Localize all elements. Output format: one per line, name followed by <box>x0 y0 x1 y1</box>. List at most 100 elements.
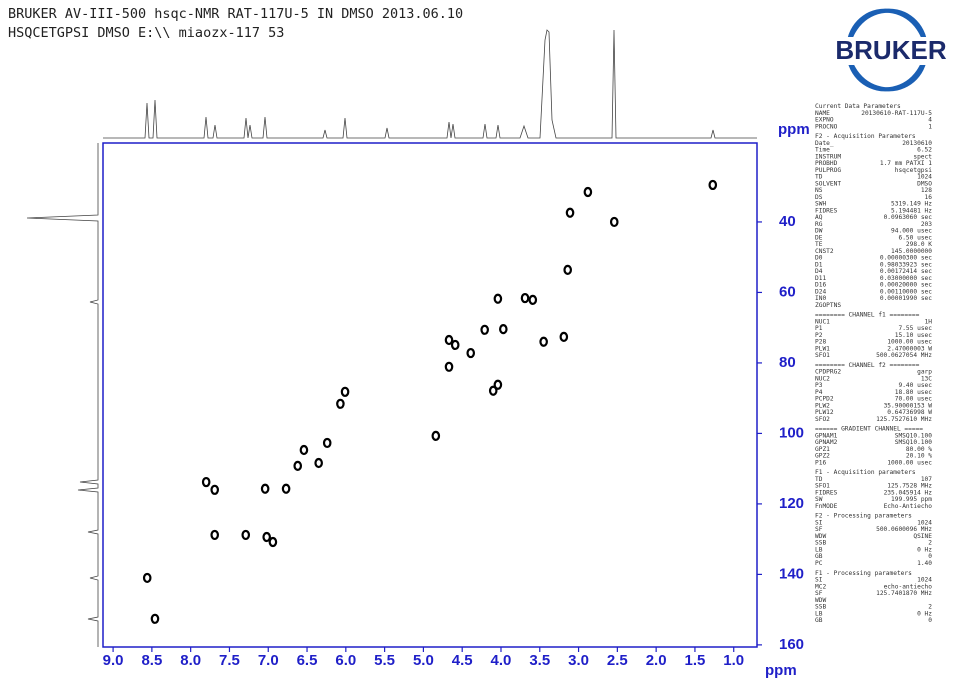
parameter-name: SOLVENT <box>815 180 841 187</box>
parameter-name: SFO1 <box>815 352 830 359</box>
cross-peak <box>268 536 278 548</box>
parameter-value: SMSQ10.100 <box>895 439 933 446</box>
y-axis-label: ppm <box>778 121 810 138</box>
parameter-value: garp <box>917 369 932 376</box>
parameter-value: 4 <box>928 117 932 124</box>
cross-peak <box>528 294 538 305</box>
parameter-heading: Current Data Parameters <box>815 103 901 110</box>
parameter-name: INSTRUM <box>815 153 841 160</box>
parameter-value: 13C <box>921 375 932 382</box>
cross-peak <box>340 386 350 397</box>
parameter-name: GPNAM1 <box>815 432 838 439</box>
parameter-name: D4 <box>815 268 823 275</box>
cross-peak <box>493 379 503 390</box>
cross-peak <box>559 331 569 342</box>
parameter-value: 0.98033923 sec <box>880 261 932 268</box>
parameter-name: SW <box>815 496 823 503</box>
parameter-value: 0.00110000 sec <box>880 288 932 295</box>
cross-peak <box>293 460 303 471</box>
parameter-name: PLW1 <box>815 345 830 352</box>
parameter-name: IN0 <box>815 295 826 302</box>
parameter-value: 15.10 usec <box>895 332 933 339</box>
x-tick-label: 3.5 <box>529 652 550 669</box>
parameter-name: P16 <box>815 459 826 466</box>
cross-peak <box>488 385 498 396</box>
parameter-name: D11 <box>815 275 826 282</box>
x-tick-label: 4.5 <box>452 652 473 669</box>
x-tick-label: 9.0 <box>103 652 124 669</box>
parameter-value: 94.000 usec <box>891 228 932 235</box>
y-tick-label: 40 <box>779 213 796 230</box>
x-tick-label: 7.0 <box>258 652 279 669</box>
parameter-name: D24 <box>815 288 826 295</box>
x-tick-label: 1.5 <box>685 652 706 669</box>
cross-peak <box>583 186 593 198</box>
parameter-name: PCPD2 <box>815 396 834 403</box>
x-tick-label: 5.0 <box>413 652 434 669</box>
parameter-value: 125.7527610 MHz <box>876 416 932 423</box>
parameter-name: TD <box>815 476 823 483</box>
parameter-name: NAME <box>815 110 830 117</box>
parameter-name: SF <box>815 526 823 533</box>
parameter-value: spect <box>913 153 932 160</box>
y-tick-label: 80 <box>779 354 796 371</box>
parameter-name: GPZ2 <box>815 453 830 460</box>
parameter-name: SFO2 <box>815 416 830 423</box>
plot-frame <box>102 142 758 648</box>
parameter-name: TD <box>815 174 823 181</box>
parameter-value: 0.64736998 W <box>887 409 932 416</box>
parameter-name: D1 <box>815 261 823 268</box>
parameter-value: 1000.00 usec <box>887 459 932 466</box>
parameter-name: ZGOPTNS <box>815 302 841 309</box>
logo-band <box>818 37 968 65</box>
y-tick-label: 160 <box>779 636 804 653</box>
parameter-value: 20130610-RAT-117U-5 <box>861 110 932 117</box>
cross-peak <box>142 572 152 584</box>
parameter-value: 70.00 usec <box>895 396 933 403</box>
parameter-value: 107 <box>921 476 932 483</box>
cross-peak <box>150 613 160 624</box>
parameter-value: 0.00172414 sec <box>880 268 932 275</box>
cross-peak <box>241 529 251 541</box>
projection-13c <box>26 143 99 647</box>
parameter-name: GB <box>815 617 823 624</box>
parameter-name: RG <box>815 221 823 228</box>
parameter-value: 9.40 usec <box>898 382 932 389</box>
parameter-heading: ======== CHANNEL f1 ======== <box>815 312 920 319</box>
parameter-value: 0 <box>928 553 932 560</box>
parameter-heading: F1 - Acquisition parameters <box>815 469 916 476</box>
cross-peak <box>281 483 291 494</box>
parameter-name: PROBHD <box>815 160 838 167</box>
parameter-value: 199.995 ppm <box>891 496 932 503</box>
parameter-name: CNST2 <box>815 248 834 255</box>
parameter-name: SSB <box>815 604 826 611</box>
parameter-name: PLW2 <box>815 402 830 409</box>
parameter-value: 2.47000003 W <box>887 345 932 352</box>
parameter-value: 1024 <box>917 577 932 584</box>
parameter-value: 500.0627054 MHz <box>876 352 932 359</box>
parameter-name: LB <box>815 610 823 617</box>
parameter-value: 298.0 K <box>906 241 932 248</box>
parameter-name: SI <box>815 519 823 526</box>
parameter-name: DS <box>815 194 823 201</box>
cross-peak <box>314 457 323 469</box>
parameter-name: Date_ <box>815 140 834 147</box>
cross-peak <box>493 293 503 304</box>
chart-subtitle: HSQCETGPSI DMSO E:\\ miaozx-117 53 <box>8 25 284 41</box>
logo-ring <box>846 8 928 92</box>
parameter-name: P3 <box>815 382 823 389</box>
parameter-heading: ======== CHANNEL f2 ======== <box>815 362 920 369</box>
parameter-name: SSB <box>815 540 826 547</box>
parameter-value: 2 <box>928 540 932 547</box>
x-tick-label: 8.5 <box>141 652 162 669</box>
parameter-name: FIDRES <box>815 207 838 214</box>
parameter-value: 1 <box>928 123 932 130</box>
parameter-value: 0.00001990 sec <box>880 295 932 302</box>
parameter-value: 35.90000153 W <box>884 402 933 409</box>
parameter-name: D16 <box>815 282 826 289</box>
parameter-value: 1.7 mm PATXI 1 <box>880 160 932 167</box>
parameter-value: 20130610 <box>902 140 932 147</box>
cross-peak <box>201 476 211 488</box>
parameter-value: 5.194481 Hz <box>891 207 932 214</box>
cross-peak <box>299 444 309 456</box>
